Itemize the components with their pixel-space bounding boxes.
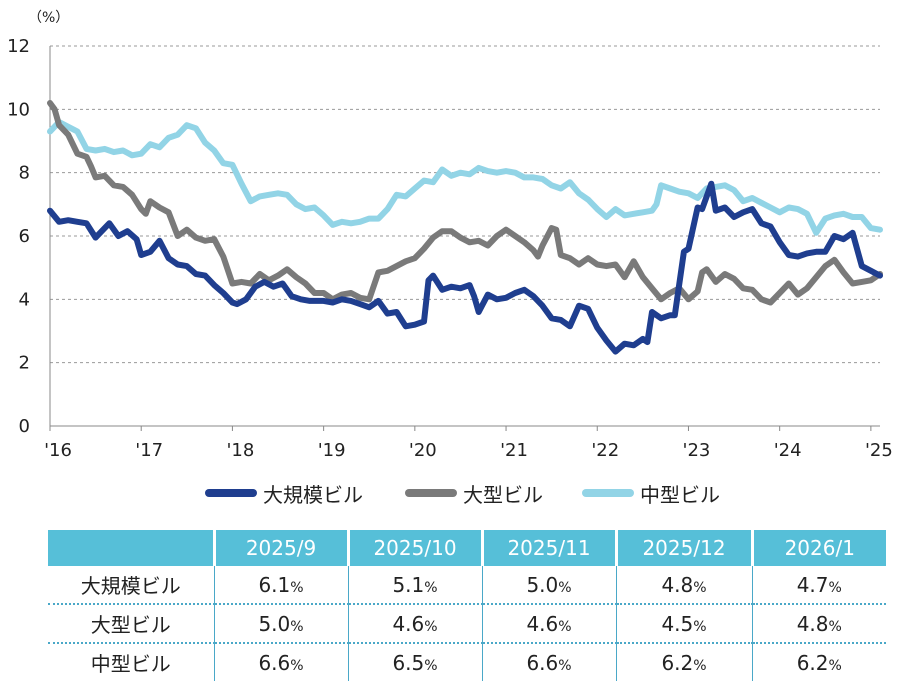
percent-sign: % — [558, 579, 572, 596]
legend-label-large: 大型ビル — [463, 482, 543, 507]
percent-sign: % — [693, 579, 707, 596]
x-tick-label: '21 — [500, 440, 528, 461]
cell-value: 6.2 — [661, 650, 694, 675]
row-label: 中型ビル — [90, 652, 171, 676]
x-tick-label: '25 — [865, 440, 893, 461]
table-cell: 5.1% — [347, 566, 482, 605]
percent-sign: % — [828, 657, 842, 674]
line-chart: （%） 0 2 4 6 8 10 12 '16 '17 '18 '19 '20 '21 '22 '23 '2… — [7, 10, 893, 461]
table-header-cell: 2025/11 — [480, 530, 616, 566]
cell-value: 4.6 — [526, 611, 559, 636]
cell-value: 6.5 — [392, 650, 425, 675]
table-header-cell: 2025/10 — [346, 530, 482, 566]
cell-value: 6.2 — [796, 650, 829, 675]
legend-swatch-large-scale — [205, 489, 257, 497]
legend-label-medium: 中型ビル — [640, 482, 720, 507]
series-line-large — [47, 100, 883, 306]
series-line-large-scale — [47, 180, 883, 355]
table-cell: 4.6% — [347, 604, 482, 644]
table-cell: 6.1% — [213, 566, 348, 605]
table-header-cell: 2025/12 — [614, 530, 752, 566]
x-tick-label: '24 — [774, 440, 802, 461]
cell-value: 5.0 — [526, 572, 559, 597]
table-cell: 6.6% — [213, 643, 348, 681]
table-cell: 6.5% — [347, 643, 482, 681]
percent-sign: % — [424, 579, 438, 596]
percent-sign: % — [828, 618, 842, 635]
percent-sign: % — [424, 618, 438, 635]
vacancy-table: 2025/9 2025/10 2025/11 2025/12 2026/1 大規… — [48, 530, 886, 681]
legend-item-large-scale: 大規模ビル — [205, 478, 363, 508]
legend-swatch-medium — [582, 489, 634, 497]
percent-sign: % — [693, 618, 707, 635]
x-tick-label: '17 — [135, 440, 163, 461]
y-tick-label: 12 — [7, 36, 30, 57]
row-label: 大規模ビル — [48, 566, 214, 605]
table-header-cell: 2025/9 — [212, 530, 348, 566]
table-cell: 4.8% — [751, 604, 886, 644]
y-tick-labels: 0 2 4 6 8 10 12 — [7, 36, 30, 437]
table-cell: 4.7% — [751, 566, 886, 605]
y-unit-label: （%） — [28, 10, 69, 26]
x-tick-labels: '16 '17 '18 '19 '20 '21 '22 '23 '24 '25 — [44, 440, 893, 461]
y-tick-label: 8 — [19, 163, 30, 184]
x-tick-label: '16 — [44, 440, 72, 461]
table-cell: 4.5% — [615, 604, 752, 644]
table-cell: 5.0% — [481, 566, 616, 605]
x-tick-label: '22 — [591, 440, 619, 461]
y-tick-label: 4 — [19, 289, 30, 310]
x-tick-label: '20 — [409, 440, 437, 461]
percent-sign: % — [290, 657, 304, 674]
legend-item-large: 大型ビル — [405, 478, 543, 508]
percent-sign: % — [693, 657, 707, 674]
table-header-empty — [48, 530, 214, 566]
axes — [49, 46, 880, 431]
cell-value: 4.8 — [796, 611, 829, 636]
legend-item-medium: 中型ビル — [582, 478, 720, 508]
cell-value: 5.1 — [392, 572, 425, 597]
percent-sign: % — [828, 579, 842, 596]
legend: 大規模ビル 大型ビル 中型ビル — [0, 478, 900, 508]
y-tick-label: 10 — [7, 99, 30, 120]
cell-value: 5.0 — [258, 611, 291, 636]
table-cell: 4.8% — [615, 566, 752, 605]
cell-value: 4.7 — [796, 572, 829, 597]
percent-sign: % — [424, 657, 438, 674]
table-cell: 6.2% — [615, 643, 752, 681]
y-tick-label: 2 — [19, 353, 30, 374]
table-row: 大規模ビル 6.1% 5.1% 5.0% 4.8% 4.7% — [48, 566, 886, 605]
table-row: 中型ビル 6.6% 6.5% 6.6% 6.2% 6.2% — [48, 643, 886, 681]
y-tick-label: 6 — [19, 226, 30, 247]
table-header-row: 2025/9 2025/10 2025/11 2025/12 2026/1 — [48, 530, 886, 566]
table-row: 大型ビル 5.0% 4.6% 4.6% 4.5% 4.8% — [48, 604, 886, 644]
percent-sign: % — [558, 618, 572, 635]
series-lines — [47, 100, 883, 355]
cell-value: 6.1 — [258, 572, 291, 597]
cell-value: 4.6 — [392, 611, 425, 636]
series-line-medium — [47, 119, 883, 236]
x-tick-label: '18 — [226, 440, 254, 461]
percent-sign: % — [290, 618, 304, 635]
x-tick-label: '23 — [683, 440, 711, 461]
table-cell: 4.6% — [481, 604, 616, 644]
percent-sign: % — [290, 579, 304, 596]
legend-swatch-large — [405, 489, 457, 497]
grid-lines — [50, 45, 880, 364]
table-cell: 6.6% — [481, 643, 616, 681]
y-tick-label: 0 — [19, 416, 30, 437]
cell-value: 4.8 — [661, 572, 694, 597]
row-label: 大型ビル — [48, 604, 214, 644]
cell-value: 4.5 — [661, 611, 694, 636]
table-header-cell: 2026/1 — [750, 530, 886, 566]
cell-value: 6.6 — [258, 650, 291, 675]
x-tick-label: '19 — [318, 440, 346, 461]
legend-label-large-scale: 大規模ビル — [263, 482, 363, 507]
table-cell: 5.0% — [213, 604, 348, 644]
cell-value: 6.6 — [526, 650, 559, 675]
table-cell: 6.2% — [751, 643, 886, 681]
percent-sign: % — [558, 657, 572, 674]
